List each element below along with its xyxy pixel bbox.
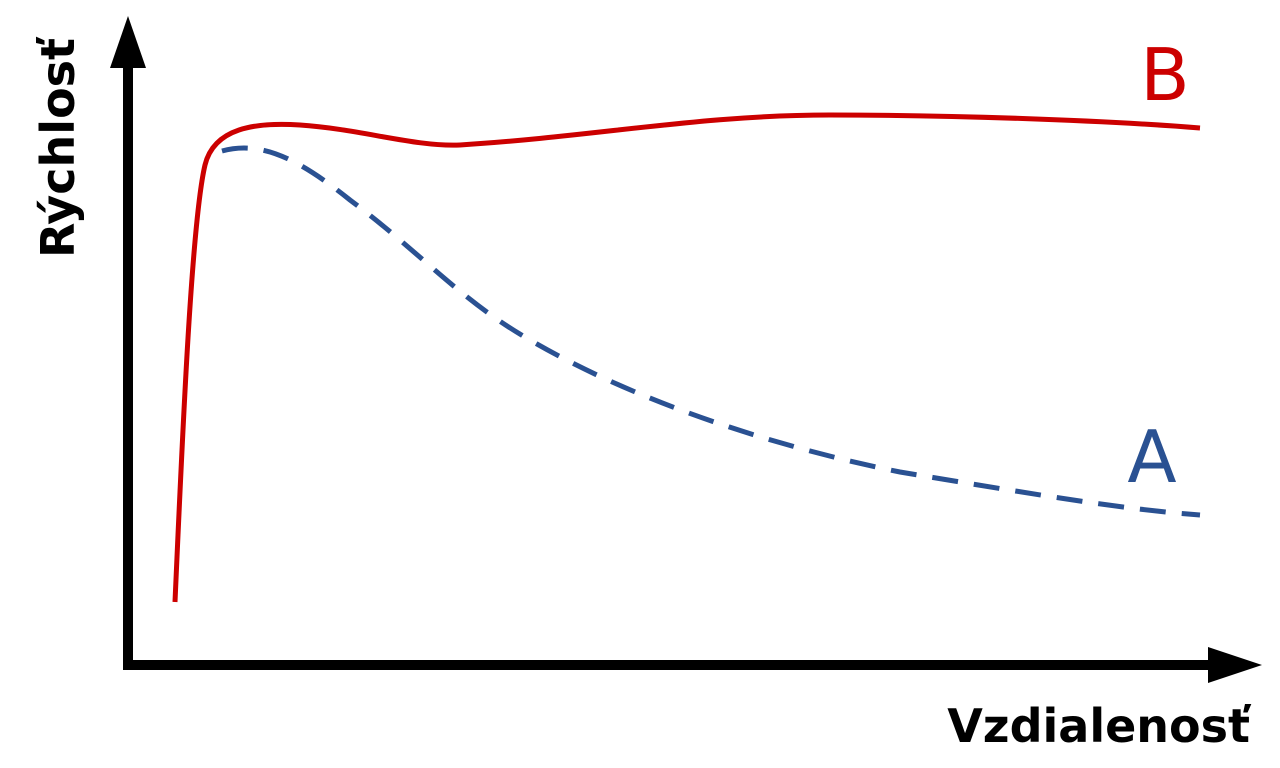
curve-b: [172, 112, 1201, 603]
curve-label: A: [1127, 415, 1176, 499]
y-axis-title: Rýchlosť: [31, 36, 85, 258]
x-axis-arrow: [1208, 647, 1262, 683]
x-axis-title: Vzdialenosť: [947, 699, 1252, 753]
y-axis-arrow: [110, 16, 146, 68]
curve-a: [221, 145, 1201, 518]
curve-label: B: [1140, 33, 1189, 117]
